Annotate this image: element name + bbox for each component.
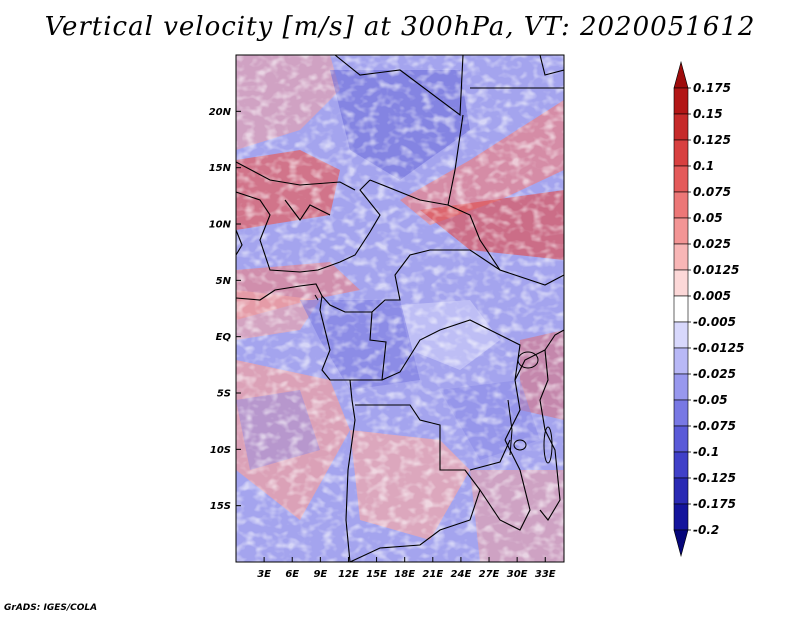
colorbar-segment: [673, 347, 689, 375]
colorbar-label: 0.025: [693, 237, 731, 251]
colorbar-label: -0.2: [693, 523, 719, 537]
colorbar-segment: [673, 87, 689, 115]
colorbar-segment: [673, 451, 689, 479]
country-borders: [236, 55, 564, 562]
latitude-axis: 20N 15N 10N 5N EQ 5S 10S 15S: [209, 107, 241, 512]
lat-tick-label: 10S: [210, 445, 231, 456]
lon-tick-label: 27E: [479, 569, 500, 580]
colorbar-segment: [673, 321, 689, 349]
lon-tick-label: 3E: [257, 569, 271, 580]
colorbar-label: -0.1: [693, 445, 719, 459]
colorbar-label: 0.125: [693, 133, 731, 147]
colorbar-label: 0.15: [693, 107, 723, 121]
colorbar-label: 0.175: [693, 81, 731, 95]
lon-tick-label: 15E: [366, 569, 387, 580]
colorbar-label: -0.175: [693, 497, 736, 511]
colorbar-label: -0.005: [693, 315, 736, 329]
lon-tick-label: 30E: [507, 569, 528, 580]
colorbar-label: -0.0125: [693, 341, 744, 355]
colorbar-segment: [673, 425, 689, 453]
colorbar-segment: [673, 191, 689, 219]
longitude-axis: 3E 6E 9E 12E 15E 18E 21E 24E 27E 30E 33E: [257, 557, 556, 580]
colorbar-label: -0.075: [693, 419, 736, 433]
lat-tick-label: EQ: [216, 332, 232, 343]
colorbar-label: 0.005: [693, 289, 731, 303]
chart-title: Vertical velocity [m/s] at 300hPa, VT: 2…: [44, 12, 756, 42]
lakes: [314, 294, 553, 464]
lat-tick-label: 15S: [210, 501, 231, 512]
colorbar-label: -0.025: [693, 367, 736, 381]
lon-tick-label: 24E: [451, 569, 472, 580]
colorbar-segment: [673, 217, 689, 245]
colorbar-label: 0.1: [693, 159, 714, 173]
colorbar-segment: [673, 269, 689, 297]
lon-tick-label: 12E: [338, 569, 359, 580]
colorbar: 0.175 0.15 0.125 0.1 0.075 0.05 0.025 0.0125 0.0…: [673, 60, 744, 558]
colorbar-label: -0.125: [693, 471, 736, 485]
colorbar-segment: [673, 139, 689, 167]
velocity-field: [236, 55, 564, 562]
lon-tick-label: 21E: [422, 569, 443, 580]
colorbar-segment: [673, 165, 689, 193]
colorbar-label: -0.05: [693, 393, 728, 407]
colorbar-segment: [673, 243, 689, 271]
colorbar-segment: [673, 529, 689, 558]
lat-tick-label: 5S: [217, 389, 231, 400]
grads-credit: GrADS: IGES/COLA: [4, 603, 98, 613]
lon-tick-label: 6E: [285, 569, 299, 580]
colorbar-segment: [673, 477, 689, 505]
lat-tick-label: 20N: [209, 107, 232, 118]
colorbar-label: 0.0125: [693, 263, 739, 277]
colorbar-segment: [673, 113, 689, 141]
colorbar-segment: [673, 503, 689, 531]
colorbar-segment: [673, 399, 689, 427]
colorbar-segment: [673, 373, 689, 401]
colorbar-label: 0.05: [693, 211, 723, 225]
lat-tick-label: 5N: [216, 276, 232, 287]
lon-tick-label: 33E: [535, 569, 556, 580]
lat-tick-label: 15N: [209, 163, 232, 174]
lat-tick-label: 10N: [209, 220, 232, 231]
colorbar-label: 0.075: [693, 185, 731, 199]
colorbar-segment: [673, 60, 689, 89]
lon-tick-label: 9E: [313, 569, 327, 580]
colorbar-segment: [673, 295, 689, 323]
map-frame: [235, 54, 565, 563]
lon-tick-label: 18E: [394, 569, 415, 580]
